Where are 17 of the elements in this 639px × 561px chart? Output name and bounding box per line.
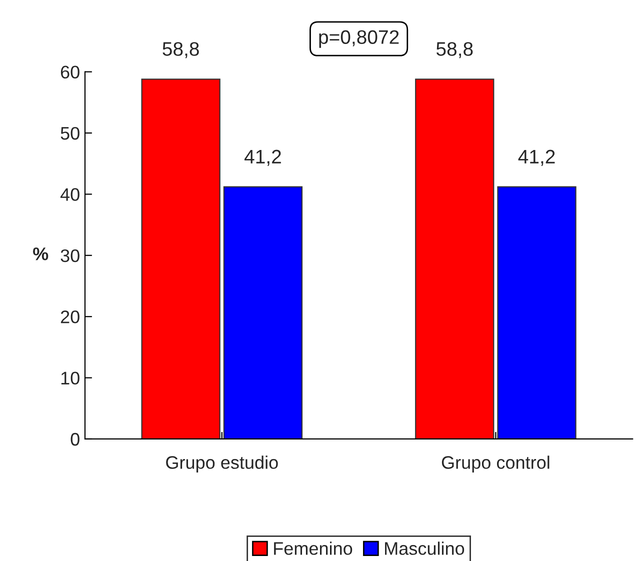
y-tick-label: 30 — [60, 249, 80, 262]
data-label: 41,2 — [518, 150, 555, 166]
legend-label: Femenino — [274, 542, 352, 555]
data-label: 58,8 — [436, 42, 473, 58]
y-tick-label: 20 — [60, 310, 80, 324]
y-tick-label: 40 — [60, 188, 80, 201]
data-label: 41,2 — [244, 150, 281, 166]
x-tick-label: Grupo control — [442, 456, 550, 472]
x-tick-label: Grupo estudio — [166, 456, 278, 472]
data-label: 58,8 — [162, 42, 199, 58]
y-axis-title: % — [33, 248, 48, 260]
y-tick-label: 0 — [70, 432, 80, 446]
y-tick-label: 60 — [60, 66, 80, 79]
y-tick-label: 50 — [60, 126, 80, 140]
text: p=0,8072 — [319, 30, 399, 48]
y-tick-label: 10 — [61, 372, 80, 385]
legend-label: Masculino — [385, 542, 464, 555]
